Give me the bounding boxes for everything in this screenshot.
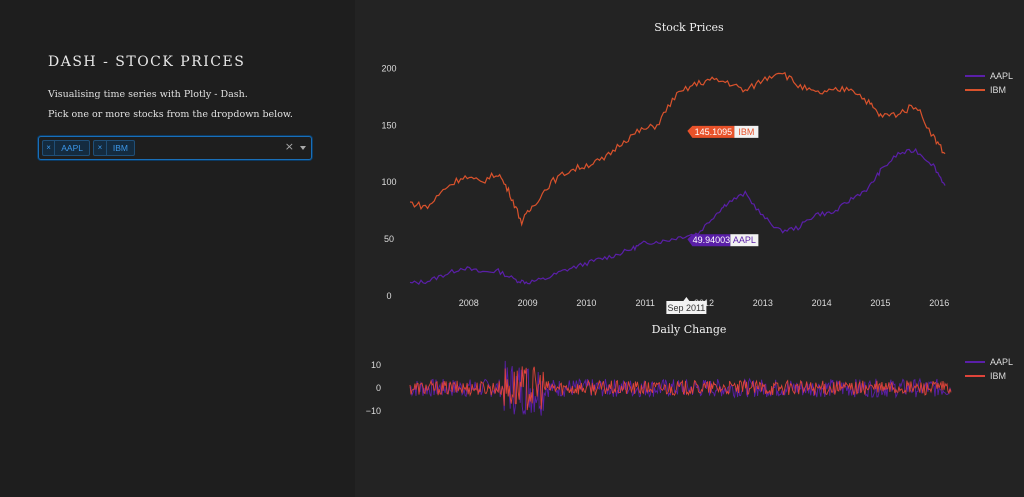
daily-change-chart[interactable]: Daily Change 10 0 −10 AAPL IBM	[355, 320, 1024, 497]
sidebar: DASH - STOCK PRICES Visualising time ser…	[0, 0, 355, 497]
x-tick-label: 2015	[870, 298, 890, 308]
legend-label[interactable]: AAPL	[990, 357, 1013, 367]
remove-aapl-icon[interactable]: ×	[43, 141, 56, 155]
chip-label: AAPL	[61, 143, 83, 153]
legend-label[interactable]: AAPL	[990, 71, 1013, 81]
chart-title: Stock Prices	[654, 21, 724, 34]
app-title: DASH - STOCK PRICES	[48, 54, 246, 70]
chip-label: IBM	[112, 143, 128, 153]
x-tick-label: 2009	[518, 298, 538, 308]
stock-prices-chart[interactable]: Stock Prices 0 50 100 150 200 2008 2009 2010 20…	[355, 0, 1024, 320]
y-tick-label: −10	[366, 406, 381, 416]
hover-aapl-name-box	[730, 234, 759, 247]
x-tick-label: 2010	[576, 298, 596, 308]
series-line-ibm[interactable]	[409, 71, 946, 227]
description-text: Visualising time series with Plotly - Da…	[48, 89, 248, 100]
y-tick-label: 100	[381, 177, 396, 187]
x-tick-label: 2008	[459, 298, 479, 308]
series-line-aapl[interactable]	[409, 360, 952, 416]
x-tick-label: 2014	[812, 298, 832, 308]
main-panel: Stock Prices 0 50 100 150 200 2008 2009 2010 20…	[355, 0, 1024, 497]
y-tick-label: 10	[371, 360, 381, 370]
chart-title: Daily Change	[652, 323, 727, 336]
hover-aapl-value: 49.94003	[693, 235, 731, 245]
y-tick-label: 0	[386, 291, 391, 301]
hover-x-label: Sep 2011	[667, 303, 705, 313]
hover-ibm-name: IBM	[738, 127, 754, 137]
clear-all-icon[interactable]: ×	[284, 140, 294, 153]
chevron-down-icon[interactable]	[300, 146, 306, 150]
y-tick-label: 50	[384, 234, 394, 244]
series-line-ibm[interactable]	[409, 366, 952, 411]
x-tick-label: 2016	[929, 298, 949, 308]
legend-label[interactable]: IBM	[990, 371, 1006, 381]
series-line-aapl[interactable]	[409, 147, 946, 285]
remove-ibm-icon[interactable]: ×	[94, 141, 107, 155]
hover-aapl-name: AAPL	[733, 235, 756, 245]
hover-aapl-value-box	[687, 234, 731, 247]
instruction-text: Pick one or more stocks from the dropdow…	[48, 109, 293, 120]
hover-ibm-name-box	[734, 125, 759, 138]
stock-dropdown[interactable]: × AAPL × IBM ×	[38, 136, 312, 160]
selected-chip-ibm: × IBM	[93, 140, 135, 156]
legend-label[interactable]: IBM	[990, 85, 1006, 95]
hover-ibm-value-box	[687, 125, 735, 138]
y-tick-label: 150	[381, 120, 396, 130]
hover-x-label-box	[666, 297, 707, 314]
x-tick-label: 2013	[753, 298, 773, 308]
x-tick-label: 2011	[636, 298, 655, 308]
hover-ibm-value: 145.1095	[695, 127, 733, 137]
selected-chip-aapl: × AAPL	[42, 140, 90, 156]
y-tick-label: 200	[381, 63, 396, 73]
y-tick-label: 0	[376, 383, 381, 393]
